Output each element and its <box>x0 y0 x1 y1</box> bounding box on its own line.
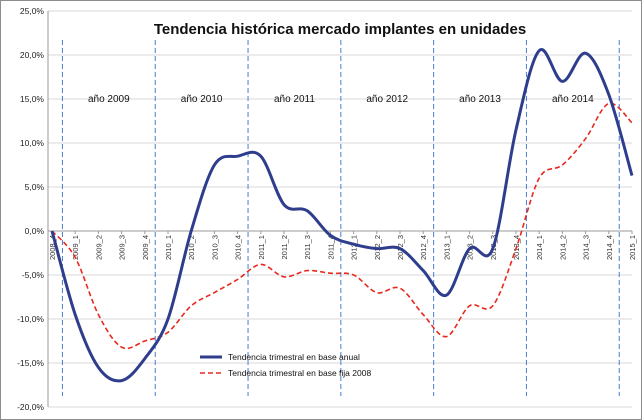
x-tick-label: 2009_2 <box>94 235 103 260</box>
y-tick-label: 15,0% <box>20 94 45 104</box>
year-separators <box>61 40 620 396</box>
y-tick-label: 5,0% <box>25 182 45 192</box>
x-tick-label: 2009_4 <box>141 235 150 260</box>
series-line-base-anual <box>50 48 634 383</box>
x-tick-label: 2010_4 <box>234 235 243 260</box>
x-tick-label: 2014_1 <box>535 235 544 260</box>
x-tick-label: 2010_2 <box>187 235 196 260</box>
x-tick-label: 2011_3 <box>303 235 312 259</box>
x-tick-label: 2009_3 <box>118 235 127 260</box>
year-label: año 2011 <box>274 94 315 105</box>
x-tick-label: 2013_1 <box>442 235 451 260</box>
x-tick-label: 2014_3 <box>582 235 591 260</box>
y-tick-label: 20,0% <box>20 50 45 60</box>
year-label: año 2009 <box>88 94 130 105</box>
x-axis: 2008_4 2009_1 2009_2 2009_3 2009_4 2010_1 2010… <box>48 231 637 260</box>
year-label: año 2012 <box>366 94 408 105</box>
year-label: año 2010 <box>181 94 223 105</box>
x-tick-label: 2009_1 <box>71 235 80 260</box>
x-tick-label: 2014_2 <box>558 235 567 260</box>
y-tick-label: -15,0% <box>17 358 44 368</box>
x-tick-label: 2011_1 <box>257 235 266 259</box>
y-tick-label: -10,0% <box>17 314 44 324</box>
x-tick-label: 2015_1 <box>628 235 637 260</box>
y-tick-label: 10,0% <box>20 138 45 148</box>
legend-label: Tendencia trimestral en base fija 2008 <box>228 368 371 378</box>
x-tick-label: 2012_4 <box>419 235 428 260</box>
year-label: año 2013 <box>459 94 501 105</box>
y-tick-label: 0,0% <box>25 226 45 236</box>
gridlines <box>48 10 632 408</box>
year-labels: año 2009 año 2010 año 2011 año 2012 año 2013… <box>88 94 594 105</box>
chart-title: Tendencia histórica mercado implantes en… <box>154 21 526 38</box>
x-tick-label: 2010_3 <box>210 235 219 260</box>
x-tick-label: 2014_4 <box>605 235 614 260</box>
x-tick-label: 2008_4 <box>48 235 57 260</box>
series-lines <box>50 48 634 383</box>
legend-label: Tendencia trimestral en base anual <box>228 352 360 362</box>
y-tick-label: -5,0% <box>22 270 45 280</box>
year-label: año 2014 <box>552 94 594 105</box>
series-line-base-fija-2008 <box>51 102 633 350</box>
y-tick-label: 25,0% <box>20 6 45 16</box>
y-axis: -20,0% -15,0% -10,0% -5,0% 0,0% 5,0% 10,0% 15,0… <box>17 6 49 412</box>
x-tick-label: 2011_2 <box>280 235 289 259</box>
x-tick-label: 2011_4 <box>326 235 335 259</box>
legend: Tendencia trimestral en base anual Tenden… <box>200 352 371 378</box>
x-tick-label: 2010_1 <box>164 235 173 260</box>
y-tick-label: -20,0% <box>17 402 44 412</box>
x-tick-label: 2012_1 <box>350 235 359 260</box>
